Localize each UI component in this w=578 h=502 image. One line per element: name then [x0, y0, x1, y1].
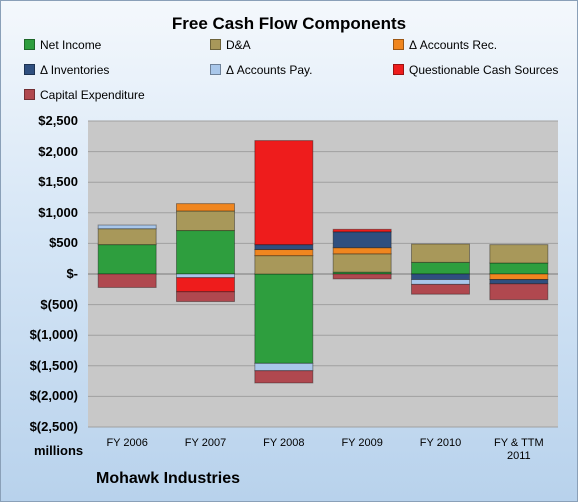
x-tick-label: FY 2006 [106, 437, 148, 449]
legend-item: Capital Expenditure [24, 88, 145, 102]
bar-segment [254, 370, 314, 384]
bar-segment [254, 362, 314, 372]
bar-segment [411, 243, 470, 263]
legend-label: Δ Inventories [40, 63, 110, 77]
legend-label: D&A [226, 38, 251, 52]
bar-segment [97, 228, 157, 246]
legend-swatch [393, 39, 404, 50]
bar-segment [254, 140, 314, 246]
legend-label: Net Income [40, 38, 102, 52]
x-tick-label: FY 2009 [341, 437, 383, 449]
units-label: millions [34, 443, 84, 458]
bar-segment [176, 230, 235, 275]
bar-segment [332, 247, 392, 255]
x-tick-label: FY 2008 [263, 437, 305, 449]
x-tick-label: FY 2007 [184, 437, 227, 449]
legend-label: Δ Accounts Rec. [409, 38, 498, 52]
y-tick-label: $1,000 [38, 204, 78, 220]
bar-segment [411, 283, 470, 295]
y-tick-label: $(1,000) [29, 327, 78, 343]
bar-segment [97, 244, 157, 275]
bar-segment [411, 273, 470, 281]
legend-swatch [393, 64, 404, 75]
bar-segment [489, 262, 549, 275]
legend-item: Δ Inventories [24, 63, 109, 77]
bar-segment [489, 279, 549, 285]
legend-item: Net Income [24, 38, 101, 52]
y-tick-label: $(2,500) [29, 419, 78, 434]
bar-segment [254, 249, 314, 257]
legend-swatch [24, 64, 35, 75]
bar-segment [332, 231, 392, 249]
bar-segment [97, 273, 157, 288]
legend-swatch [210, 64, 221, 75]
bar-segment [489, 244, 549, 264]
legend-swatch [210, 39, 221, 50]
legend-swatch [24, 89, 35, 100]
y-tick-label: $2,500 [38, 113, 78, 128]
bar-segment [176, 210, 235, 232]
y-tick-label: $- [66, 266, 78, 281]
legend-item: Δ Accounts Rec. [393, 38, 497, 52]
bar-segment [254, 255, 314, 275]
legend-label: Questionable Cash Sources [409, 63, 559, 77]
bar-segment [332, 273, 392, 280]
bar-segment [411, 279, 470, 285]
legend-item: Questionable Cash Sources [393, 63, 558, 77]
legend-label: Capital Expenditure [40, 88, 145, 102]
y-tick-label: $500 [49, 235, 78, 251]
bar-segment [176, 203, 235, 212]
company-label: Mohawk Industries [96, 470, 241, 487]
bar-segment [176, 291, 235, 303]
y-tick-label: $(2,000) [29, 388, 78, 404]
chart-title: Free Cash Flow Components [171, 14, 407, 33]
y-tick-label: $(500) [40, 296, 78, 312]
bar-segment [489, 273, 549, 281]
x-tick-label: FY & TTM 2011 [493, 437, 544, 462]
bar-segment [254, 244, 314, 251]
y-tick-label: $2,000 [38, 143, 78, 159]
y-tick-label: $1,500 [38, 174, 78, 190]
x-tick-label: FY 2010 [419, 437, 462, 449]
bar-segment [411, 261, 470, 275]
bar-segment [176, 277, 235, 293]
bar-segment [332, 228, 392, 233]
y-tick-label: $(1,500) [29, 357, 78, 373]
bar-segment [176, 273, 235, 279]
bar-segment [254, 273, 314, 364]
legend-swatch [24, 39, 35, 50]
legend-item: D&A [210, 38, 251, 52]
bar-segment [489, 283, 549, 301]
legend-item: Δ Accounts Pay. [210, 63, 313, 77]
bar-segment [332, 253, 392, 273]
legend-label: Δ Accounts Pay. [226, 63, 313, 77]
bar-segment [97, 224, 157, 230]
